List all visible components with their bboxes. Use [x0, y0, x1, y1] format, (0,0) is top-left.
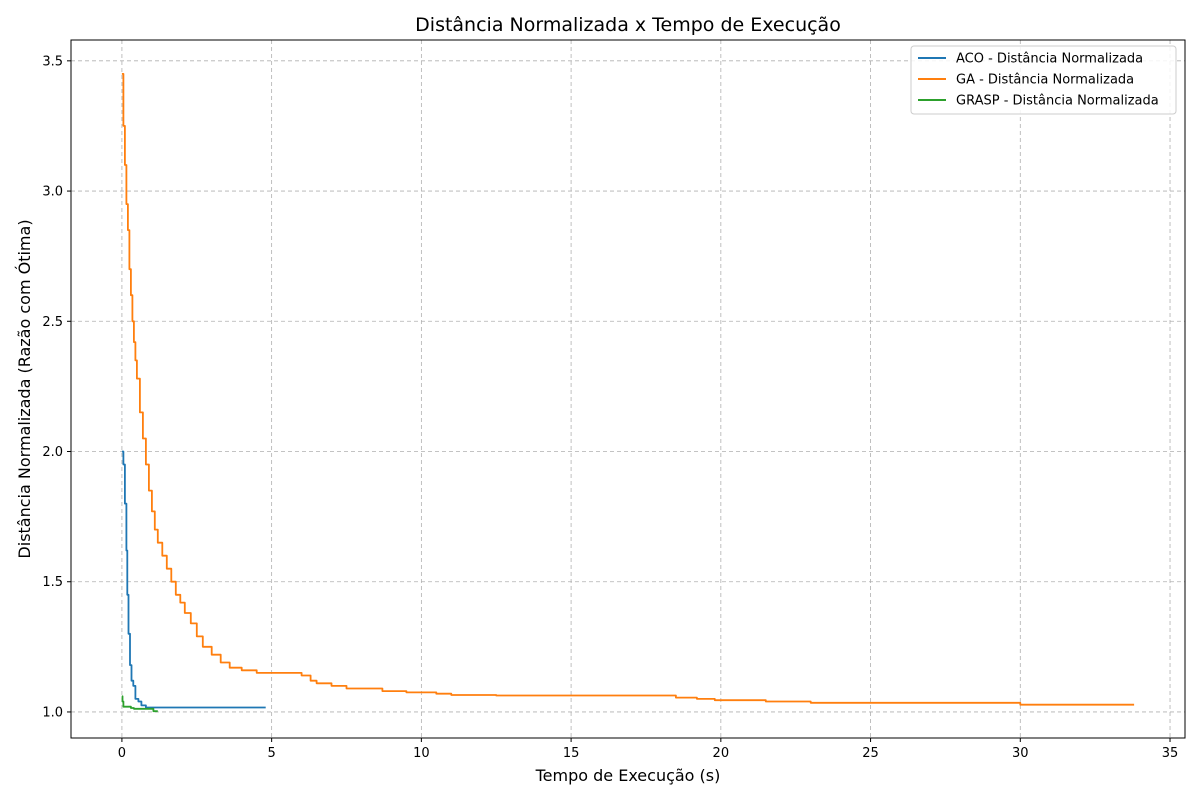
- series-line-grasp: [121, 695, 158, 713]
- series-lines: [121, 73, 1135, 713]
- series-line-ga: [121, 73, 1135, 706]
- y-tick-label: 1.0: [42, 705, 63, 720]
- legend-box: [910, 45, 1177, 115]
- x-tick-label: 25: [862, 746, 879, 761]
- x-tick-label: 5: [267, 746, 275, 761]
- y-tick-label: 2.5: [42, 315, 63, 330]
- x-tick-label: 15: [563, 746, 580, 761]
- y-tick-label: 3.5: [42, 54, 63, 69]
- y-tick-label: 1.5: [42, 575, 63, 590]
- x-axis-label: Tempo de Execução (s): [535, 766, 721, 785]
- plot-area: [70, 39, 1186, 739]
- y-tick-label: 2.0: [42, 445, 63, 460]
- grid-lines: [71, 40, 1185, 738]
- y-axis-label: Distância Normalizada (Razão com Ótima): [15, 219, 34, 558]
- axes-frame: [70, 39, 1186, 739]
- legend-label-aco: ACO - Distância Normalizada: [956, 52, 1143, 67]
- y-axis-ticks: 1.0 1.5 2.0 2.5 3.0 3.5: [42, 54, 71, 720]
- x-tick-label: 35: [1162, 746, 1179, 761]
- chart-title: Distância Normalizada x Tempo de Execuçã…: [415, 14, 841, 36]
- x-tick-label: 0: [118, 746, 126, 761]
- legend-label-grasp: GRASP - Distância Normalizada: [956, 94, 1159, 109]
- x-tick-label: 10: [413, 746, 430, 761]
- x-tick-label: 30: [1012, 746, 1029, 761]
- legend-label-ga: GA - Distância Normalizada: [956, 73, 1134, 88]
- series-line-aco: [121, 450, 266, 709]
- x-axis-ticks: 0 5 10 15 20 25 30 35: [118, 738, 1179, 761]
- legend: ACO - Distância Normalizada GA - Distânci…: [910, 45, 1177, 115]
- y-tick-label: 3.0: [42, 185, 63, 200]
- x-tick-label: 20: [713, 746, 730, 761]
